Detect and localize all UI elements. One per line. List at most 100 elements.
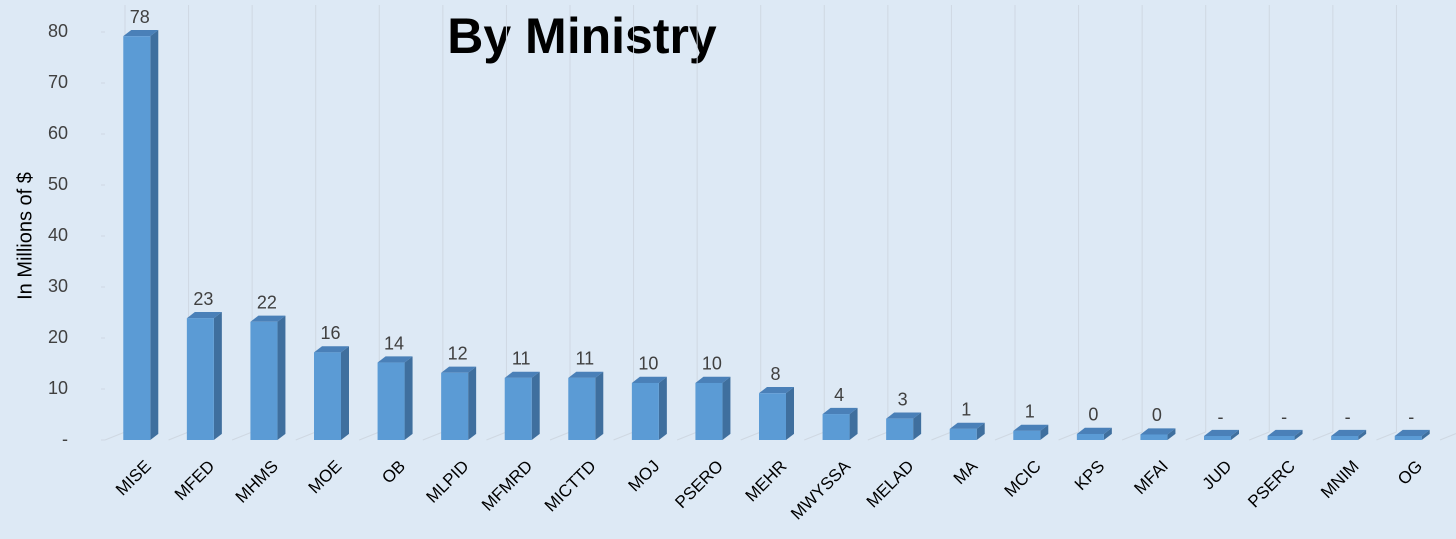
- bar: [1394, 436, 1422, 440]
- floor-line: [231, 431, 253, 441]
- bar-side: [531, 371, 540, 440]
- floor-line: [931, 431, 952, 441]
- data-label: 16: [320, 323, 340, 343]
- data-label: 0: [1152, 405, 1162, 425]
- floor-line: [486, 431, 507, 441]
- bar-top: [1331, 429, 1367, 436]
- data-label: 0: [1088, 405, 1098, 425]
- bar-top: [1204, 429, 1239, 436]
- bar: [1013, 430, 1041, 440]
- floor-line: [1439, 433, 1456, 441]
- bar-top: [1394, 429, 1430, 436]
- bar-side: [404, 356, 413, 440]
- bar: [123, 36, 151, 440]
- floor-line: [676, 431, 698, 441]
- floor-line: [1058, 431, 1079, 441]
- floor-line: [1249, 431, 1270, 441]
- bar-side: [150, 30, 159, 440]
- bar: [1331, 436, 1359, 440]
- data-label: -: [1408, 407, 1414, 427]
- floor-line: [740, 431, 761, 441]
- bar-top: [568, 371, 604, 378]
- bar: [695, 382, 723, 440]
- floor-line: [1185, 431, 1206, 441]
- bar-side: [976, 422, 985, 440]
- chart-title: By Ministry: [447, 8, 717, 64]
- bar-top: [186, 312, 222, 319]
- bar: [377, 362, 405, 440]
- data-label: 22: [257, 293, 277, 313]
- y-axis-title: In Millions of $: [14, 172, 36, 300]
- bar-side: [1103, 427, 1112, 440]
- data-label: -: [1345, 407, 1351, 427]
- bar: [886, 418, 914, 440]
- bar: [250, 321, 278, 440]
- bar: [949, 428, 977, 440]
- bar-side: [595, 371, 604, 440]
- bar-side: [849, 407, 858, 440]
- y-tick-label: 10: [48, 378, 68, 398]
- bar: [1204, 436, 1231, 440]
- floor-line: [804, 431, 825, 441]
- data-label: 11: [512, 349, 531, 369]
- bar: [1267, 436, 1295, 440]
- y-tick-label: 30: [48, 276, 68, 296]
- bar-top: [250, 315, 286, 322]
- bar-top: [949, 422, 985, 429]
- bar-side: [786, 387, 794, 440]
- bar-top: [822, 407, 858, 415]
- bar: [186, 318, 214, 440]
- data-label: 4: [834, 385, 844, 405]
- data-label: 1: [1025, 402, 1035, 422]
- floor-line: [1376, 431, 1397, 441]
- y-tick-label: 50: [48, 174, 68, 194]
- bar-side: [1040, 424, 1049, 440]
- data-label: 10: [702, 354, 722, 374]
- floor-line: [1312, 431, 1334, 441]
- data-label: 14: [384, 333, 404, 353]
- bar: [1076, 433, 1104, 440]
- bar: [568, 377, 596, 440]
- bar-side: [468, 366, 477, 440]
- bar-side: [1167, 428, 1176, 440]
- bar: [759, 393, 786, 440]
- y-tick-label: -: [62, 429, 68, 449]
- bar-side: [341, 346, 349, 440]
- floor-line: [295, 431, 316, 441]
- bar-side: [1421, 429, 1430, 440]
- bar: [1140, 434, 1168, 440]
- data-label: 23: [193, 289, 213, 309]
- bar-top: [759, 387, 794, 394]
- bar-top: [631, 376, 667, 383]
- bar-side: [1294, 429, 1303, 440]
- bar: [822, 414, 850, 440]
- bar: [631, 382, 659, 440]
- floor-line: [104, 431, 126, 441]
- bar: [504, 377, 532, 440]
- floor-line: [994, 431, 1016, 441]
- floor-line: [422, 431, 444, 441]
- bar-top: [886, 412, 922, 419]
- bar: [314, 352, 341, 440]
- y-tick-label: 70: [48, 72, 68, 92]
- floor-line: [359, 431, 380, 441]
- y-tick-label: 60: [48, 123, 68, 143]
- data-label: 11: [575, 349, 594, 369]
- y-tick-label: 80: [48, 21, 68, 41]
- bar-side: [1231, 429, 1239, 440]
- bar-top: [1267, 429, 1303, 436]
- bar-top: [1140, 428, 1176, 435]
- bar-top: [314, 346, 349, 353]
- data-label: 3: [898, 389, 908, 409]
- bar-top: [1013, 424, 1049, 431]
- bar-side: [722, 376, 731, 440]
- floor-line: [867, 431, 889, 441]
- data-label: -: [1281, 407, 1287, 427]
- bar-top: [695, 376, 731, 383]
- data-label: -: [1218, 407, 1224, 427]
- data-label: 78: [130, 7, 150, 27]
- bar-top: [441, 366, 477, 373]
- data-label: 1: [961, 400, 971, 420]
